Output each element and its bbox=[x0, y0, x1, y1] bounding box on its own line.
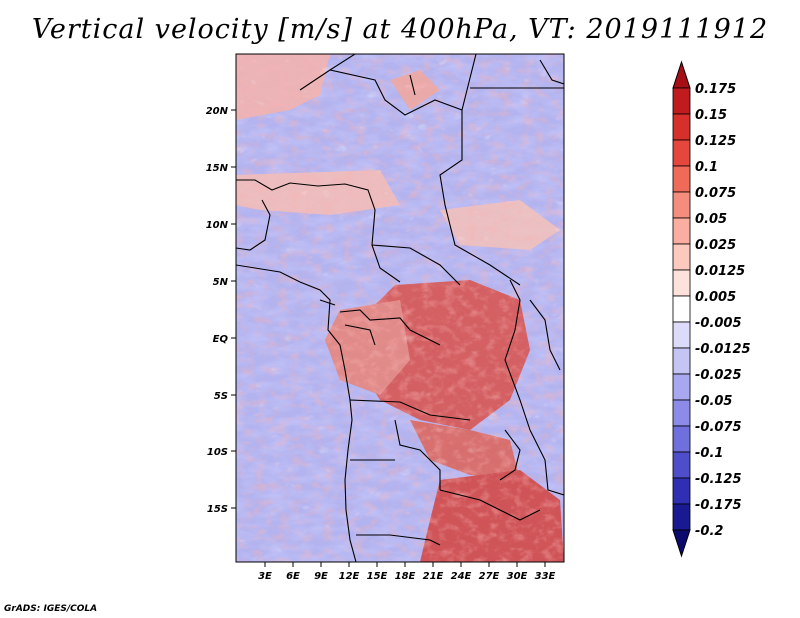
lon-tick-3e: 3E bbox=[258, 571, 272, 582]
colorbar-swatch bbox=[672, 451, 691, 479]
chart-title: Vertical velocity [m/s] at 400hPa, VT: 2… bbox=[31, 14, 769, 45]
colorbar-label: 0.175 bbox=[695, 82, 736, 97]
lon-tick-33e: 33E bbox=[535, 571, 556, 582]
lat-tick-10n: 10N bbox=[206, 220, 229, 231]
lon-tick-6e: 6E bbox=[286, 571, 300, 582]
credit-text: GrADS: IGES/COLA bbox=[4, 604, 98, 614]
lon-axis: 3E 6E 9E 12E 15E 18E 21E 24E 27E 30E 33E bbox=[258, 562, 556, 582]
lat-tick-10s: 10S bbox=[207, 447, 228, 458]
colorbar-label: -0.125 bbox=[695, 472, 742, 487]
lon-tick-9e: 9E bbox=[314, 571, 328, 582]
lon-tick-21e: 21E bbox=[423, 571, 444, 582]
lat-tick-eq: EQ bbox=[213, 334, 229, 345]
colorbar-label: -0.025 bbox=[695, 368, 742, 383]
colorbar-swatch bbox=[672, 373, 691, 401]
lon-tick-12e: 12E bbox=[339, 571, 360, 582]
colorbar-top-arrow bbox=[672, 60, 691, 89]
lat-tick-20n: 20N bbox=[206, 106, 229, 117]
colorbar-swatch bbox=[672, 191, 691, 219]
colorbar-swatch bbox=[672, 217, 691, 245]
colorbar-label: 0.025 bbox=[695, 238, 736, 253]
colorbar-swatch bbox=[672, 425, 691, 453]
colorbar-label: -0.075 bbox=[695, 420, 742, 435]
colorbar-swatch bbox=[672, 477, 691, 505]
map-panel: 3E 6E 9E 12E 15E 18E 21E 24E 27E 30E 33E… bbox=[206, 53, 565, 582]
lat-axis: 20N 15N 10N 5N EQ 5S 10S 15S bbox=[206, 106, 236, 515]
lon-tick-30e: 30E bbox=[507, 571, 528, 582]
colorbar-label: -0.175 bbox=[695, 498, 742, 513]
colorbar-label: 0.15 bbox=[695, 108, 727, 123]
country-borders bbox=[236, 54, 564, 562]
colorbar: 0.175 0.15 0.125 0.1 0.075 0.05 0.025 0.0125 0.0… bbox=[672, 60, 751, 558]
colorbar-swatch bbox=[672, 139, 691, 167]
colorbar-label: 0.0125 bbox=[695, 264, 745, 279]
lon-tick-27e: 27E bbox=[479, 571, 500, 582]
colorbar-swatch bbox=[672, 321, 691, 349]
lat-tick-5s: 5S bbox=[214, 391, 228, 402]
colorbar-label: -0.1 bbox=[695, 446, 723, 461]
colorbar-label: 0.1 bbox=[695, 160, 718, 175]
lon-tick-15e: 15E bbox=[367, 571, 388, 582]
colorbar-label: 0.05 bbox=[695, 212, 727, 227]
colorbar-swatch bbox=[672, 295, 691, 323]
colorbar-label: -0.005 bbox=[695, 316, 742, 331]
lon-tick-18e: 18E bbox=[395, 571, 416, 582]
colorbar-swatch bbox=[672, 243, 691, 271]
colorbar-label: 0.075 bbox=[695, 186, 736, 201]
colorbar-swatch bbox=[672, 165, 691, 193]
colorbar-bottom-arrow bbox=[672, 529, 691, 558]
colorbar-label: -0.0125 bbox=[695, 342, 751, 357]
map-frame bbox=[235, 53, 565, 563]
colorbar-swatch bbox=[672, 347, 691, 375]
colorbar-swatch bbox=[672, 269, 691, 297]
colorbar-swatch bbox=[672, 87, 691, 115]
field-texture-white bbox=[236, 54, 564, 562]
colorbar-label: -0.2 bbox=[695, 524, 723, 539]
lon-tick-24e: 24E bbox=[451, 571, 472, 582]
colorbar-label: -0.05 bbox=[695, 394, 732, 409]
colorbar-label: 0.125 bbox=[695, 134, 736, 149]
lat-tick-5n: 5N bbox=[213, 277, 229, 288]
colorbar-swatch bbox=[672, 399, 691, 427]
colorbar-label: 0.005 bbox=[695, 290, 736, 305]
lat-tick-15n: 15N bbox=[206, 163, 229, 174]
colorbar-swatch bbox=[672, 113, 691, 141]
lat-tick-15s: 15S bbox=[207, 504, 228, 515]
colorbar-swatch bbox=[672, 503, 691, 531]
